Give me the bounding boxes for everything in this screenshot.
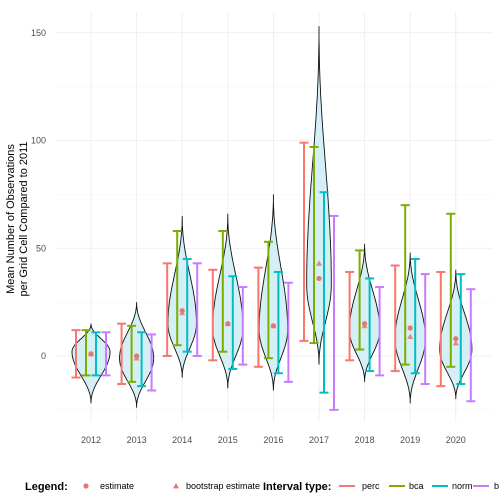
legend: Legend: estimate bootstrap estimate Interva… [25,481,499,493]
interval-bca-2018 [355,249,365,351]
interval-bca-2014 [172,230,182,347]
legend-estimate-label: estimate [100,481,134,491]
interval-perc-2014 [162,262,172,357]
bootstrap-point-2016 [270,322,277,329]
interval-norm-2020 [456,273,466,386]
interval-bca-2019 [400,204,410,366]
bootstrap-point-2015 [224,320,231,327]
bootstrap-point-2012 [88,350,94,357]
x-tick-label: 2016 [263,435,283,445]
interval-norm-2019 [410,258,420,375]
interval-norm-2014 [182,258,192,353]
interval-perc-2019 [390,264,400,373]
legend-bootstrap-label: bootstrap estimate [186,481,260,491]
x-tick-labels: 2012 2013 2014 2015 2016 2017 2018 2019 2020 [81,435,466,445]
violin-2014 [167,215,197,378]
interval-perc-2012 [71,329,81,379]
legend-perc-label: perc [362,481,380,491]
interval-perc-2013 [117,322,127,386]
points [88,260,459,361]
interval-perc-2016 [253,266,263,368]
violin-2012 [71,323,111,404]
interval-basic-2019 [420,273,430,386]
x-tick-label: 2015 [218,435,238,445]
x-tick-label: 2012 [81,435,101,445]
legend-bca-label: bca [409,481,424,491]
estimate-point-2017 [316,275,322,282]
legend-basic-label: b [494,481,499,491]
interval-bca-2020 [446,212,456,368]
interval-bca-2015 [218,230,228,353]
x-tick-label: 2018 [355,435,375,445]
violin-2018 [348,243,381,382]
interval-basic-2017 [329,214,339,411]
violin-2015 [212,213,244,389]
interval-bca-2017 [309,145,319,345]
legend-bootstrap-key [173,483,179,489]
interval-norm-2012 [91,331,101,377]
y-tick-label: 100 [31,136,46,146]
interval-norm-2016 [273,270,283,375]
interval-basic-2020 [466,288,476,403]
legend-norm-label: norm [452,481,473,491]
interval-norm-2015 [228,275,238,370]
violin-2016 [258,194,289,391]
intervals [71,141,476,411]
interval-bca-2016 [263,240,273,360]
legend-estimate-key [83,483,89,489]
y-axis-title-line2: per Grid Cell Compared to 2011 [18,141,30,296]
x-tick-label: 2020 [446,435,466,445]
x-tick-label: 2013 [127,435,147,445]
legend-interval-title: Interval type: [263,481,331,493]
interval-basic-2018 [375,286,385,377]
interval-basic-2014 [192,262,202,357]
interval-perc-2020 [436,270,446,388]
interval-perc-2015 [208,268,218,362]
x-tick-label: 2014 [172,435,192,445]
y-tick-label: 50 [36,243,46,253]
interval-norm-2017 [319,191,329,394]
y-tick-label: 150 [31,28,46,38]
bootstrap-point-2020 [452,340,459,346]
interval-basic-2013 [147,333,157,392]
x-tick-label: 2017 [309,435,329,445]
interval-perc-2018 [345,270,355,362]
bootstrap-point-2017 [316,260,322,266]
interval-bca-2012 [81,329,91,377]
interval-perc-2017 [299,141,309,342]
legend-title: Legend: [25,481,68,493]
interval-basic-2016 [283,281,293,383]
bootstrap-point-2019 [407,333,414,340]
interval-norm-2018 [365,277,375,373]
x-tick-label: 2019 [400,435,420,445]
bootstrap-point-2018 [361,322,368,329]
interval-norm-2013 [137,331,147,388]
estimate-point-2020 [453,336,459,342]
violin-2017 [306,26,332,365]
estimate-point-2019 [407,325,413,331]
interval-bca-2013 [127,324,137,383]
y-axis-title-line1: Mean Number of Observations [5,144,17,294]
bootstrap-point-2014 [179,309,186,316]
bootstrap-point-2013 [133,355,140,361]
interval-basic-2015 [238,286,248,366]
y-tick-labels: 0 50 100 150 [31,28,46,361]
y-tick-label: 0 [41,351,46,361]
interval-basic-2012 [101,331,111,377]
